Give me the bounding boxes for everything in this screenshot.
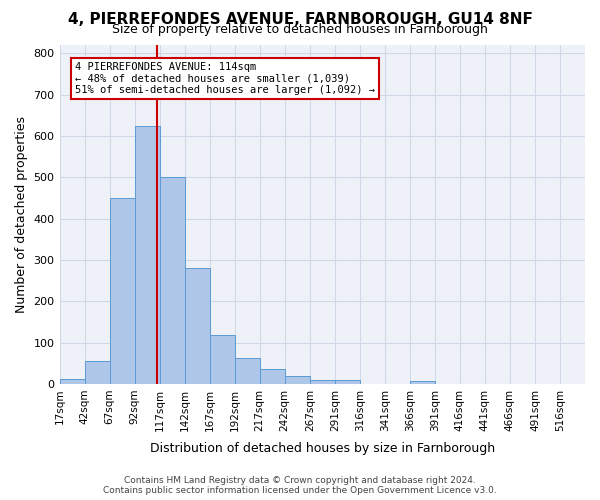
Bar — [59, 378, 85, 384]
X-axis label: Distribution of detached houses by size in Farnborough: Distribution of detached houses by size … — [150, 442, 495, 455]
Text: Contains HM Land Registry data © Crown copyright and database right 2024.
Contai: Contains HM Land Registry data © Crown c… — [103, 476, 497, 495]
Text: 4, PIERREFONDES AVENUE, FARNBOROUGH, GU14 8NF: 4, PIERREFONDES AVENUE, FARNBOROUGH, GU1… — [68, 12, 532, 28]
Bar — [310, 380, 335, 384]
Bar — [285, 376, 310, 384]
Bar — [160, 178, 185, 384]
Text: Size of property relative to detached houses in Farnborough: Size of property relative to detached ho… — [112, 22, 488, 36]
Bar — [260, 370, 285, 384]
Bar — [185, 268, 209, 384]
Bar — [410, 380, 435, 384]
Bar — [110, 198, 134, 384]
Bar — [85, 361, 110, 384]
Bar — [335, 380, 360, 384]
Bar — [209, 335, 235, 384]
Text: 4 PIERREFONDES AVENUE: 114sqm
← 48% of detached houses are smaller (1,039)
51% o: 4 PIERREFONDES AVENUE: 114sqm ← 48% of d… — [76, 62, 376, 95]
Bar — [134, 126, 160, 384]
Bar — [235, 358, 260, 384]
Y-axis label: Number of detached properties: Number of detached properties — [15, 116, 28, 313]
